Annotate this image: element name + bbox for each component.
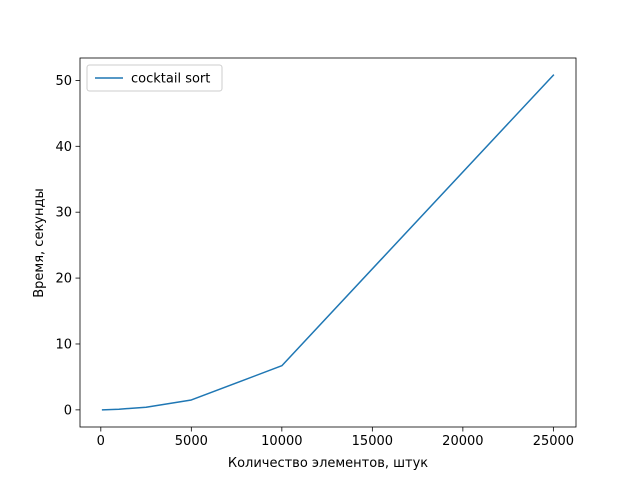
y-tick-label: 20 [55,272,72,287]
y-tick-label: 50 [55,74,72,89]
legend-box [86,64,223,92]
x-axis-label: Количество элементов, штук [228,456,428,471]
y-tick-label: 40 [55,140,72,155]
y-tick-label: 30 [55,206,72,221]
x-tick-label: 15000 [352,434,393,449]
x-tick-label: 5000 [175,434,208,449]
axes-frame [79,57,577,428]
x-tick-label: 20000 [442,434,483,449]
legend-label: cocktail sort [131,72,210,87]
y-tick-label: 0 [64,403,72,418]
x-tick-label: 10000 [261,434,302,449]
y-tick-label: 10 [55,337,72,352]
plot-area: 0 5000 10000 15000 20000 25000 0 10 20 30 40 50 cock… [55,57,577,449]
x-tick-label: 0 [97,434,105,449]
x-tick-label: 25000 [533,434,574,449]
y-axis-label: Время, секунды [32,188,47,298]
series-line-0 [101,74,555,411]
